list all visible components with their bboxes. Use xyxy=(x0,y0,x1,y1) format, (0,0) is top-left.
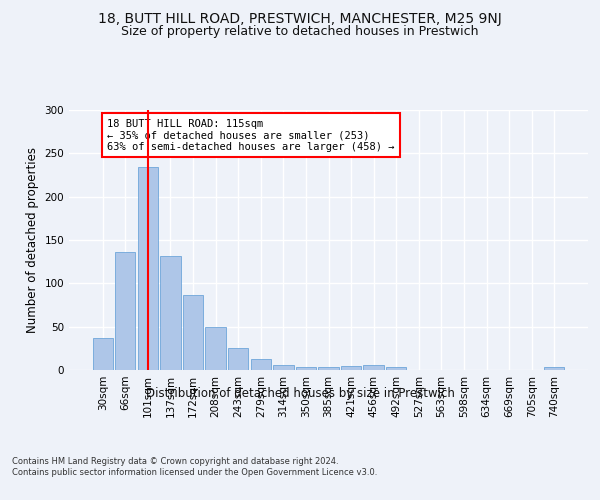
Bar xyxy=(183,294,203,370)
Bar xyxy=(386,368,406,370)
Bar xyxy=(296,366,316,370)
Bar xyxy=(251,358,271,370)
Bar xyxy=(115,252,136,370)
Bar xyxy=(341,366,361,370)
Text: Contains HM Land Registry data © Crown copyright and database right 2024.
Contai: Contains HM Land Registry data © Crown c… xyxy=(12,458,377,477)
Text: Size of property relative to detached houses in Prestwich: Size of property relative to detached ho… xyxy=(121,25,479,38)
Bar xyxy=(205,326,226,370)
Y-axis label: Number of detached properties: Number of detached properties xyxy=(26,147,39,333)
Text: 18, BUTT HILL ROAD, PRESTWICH, MANCHESTER, M25 9NJ: 18, BUTT HILL ROAD, PRESTWICH, MANCHESTE… xyxy=(98,12,502,26)
Bar xyxy=(228,348,248,370)
Bar xyxy=(319,368,338,370)
Bar xyxy=(364,365,384,370)
Bar xyxy=(138,167,158,370)
Bar xyxy=(544,368,565,370)
Text: Distribution of detached houses by size in Prestwich: Distribution of detached houses by size … xyxy=(146,388,454,400)
Bar xyxy=(273,365,293,370)
Bar xyxy=(160,256,181,370)
Bar xyxy=(92,338,113,370)
Text: 18 BUTT HILL ROAD: 115sqm
← 35% of detached houses are smaller (253)
63% of semi: 18 BUTT HILL ROAD: 115sqm ← 35% of detac… xyxy=(107,118,395,152)
